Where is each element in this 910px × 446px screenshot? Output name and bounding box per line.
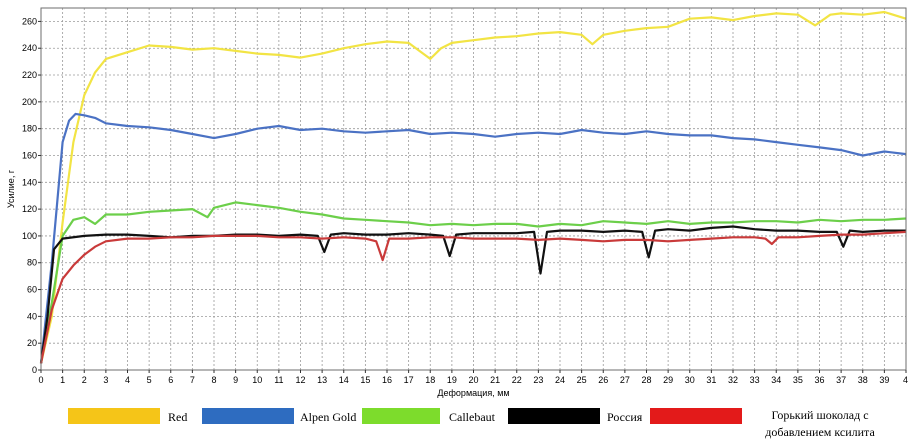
- x-tick-label: 12: [295, 375, 305, 385]
- x-tick-label: 13: [317, 375, 327, 385]
- y-tick-label: 200: [22, 97, 37, 107]
- series-line-red: [39, 10, 907, 364]
- y-tick-label: 180: [22, 124, 37, 134]
- x-tick-label: 26: [598, 375, 608, 385]
- x-tick-label: 3: [103, 375, 108, 385]
- legend-label-россия: Россия: [607, 410, 643, 424]
- x-tick-label: 8: [211, 375, 216, 385]
- x-axis-label: Деформация, мм: [437, 388, 509, 398]
- x-tick-label: 33: [750, 375, 760, 385]
- y-tick-label: 80: [27, 258, 37, 268]
- y-tick-label: 140: [22, 177, 37, 187]
- x-tick-label: 9: [233, 375, 238, 385]
- x-tick-label: 15: [360, 375, 370, 385]
- y-tick-label: 0: [32, 365, 37, 375]
- x-tick-label: 24: [555, 375, 565, 385]
- x-tick-label: 34: [771, 375, 781, 385]
- x-tick-label: 16: [382, 375, 392, 385]
- legend-label-red: Red: [168, 410, 187, 424]
- x-tick-label: 2: [82, 375, 87, 385]
- y-tick-label: 220: [22, 70, 37, 80]
- y-tick-label: 60: [27, 285, 37, 295]
- x-tick-label: 6: [168, 375, 173, 385]
- y-tick-label: 160: [22, 150, 37, 160]
- x-tick-label: 21: [490, 375, 500, 385]
- x-tick-label: 31: [706, 375, 716, 385]
- legend-swatch-red: [68, 408, 160, 424]
- x-tick-label: 11: [274, 375, 283, 385]
- series-line-горький-шоколад-с-добавлением-ксилита: [39, 230, 907, 364]
- x-tick-label: 29: [663, 375, 673, 385]
- legend-swatch-callebaut: [362, 408, 440, 424]
- x-tick-label: 36: [814, 375, 824, 385]
- x-tick-label: 5: [147, 375, 152, 385]
- x-tick-label: 32: [728, 375, 738, 385]
- y-tick-label: 260: [22, 16, 37, 26]
- x-tick-label: 14: [339, 375, 349, 385]
- x-tick-label: 27: [620, 375, 630, 385]
- x-tick-label: 4: [125, 375, 130, 385]
- y-tick-label: 240: [22, 43, 37, 53]
- y-axis-ticks: 0 20 40 60 80 100 120 140 160 180 200 220 240 260: [22, 16, 41, 375]
- x-tick-label: 25: [577, 375, 587, 385]
- x-tick-label: 20: [468, 375, 478, 385]
- y-tick-label: 100: [22, 231, 37, 241]
- series-line-россия: [39, 225, 906, 364]
- x-tick-label: 35: [793, 375, 803, 385]
- y-tick-label: 20: [27, 338, 37, 348]
- x-tick-label: 17: [404, 375, 414, 385]
- x-tick-label: 37: [836, 375, 846, 385]
- legend-swatch-россия: [508, 408, 600, 424]
- legend-swatch-alpen-gold: [202, 408, 294, 424]
- x-tick-label: 38: [858, 375, 868, 385]
- legend-swatch-горький-шоколад-с-добавлением-ксилита: [650, 408, 742, 424]
- legend-label-alpen-gold: Alpen Gold: [300, 410, 356, 424]
- x-tick-label: 19: [447, 375, 457, 385]
- grid: [41, 8, 907, 370]
- x-tick-label: 1: [60, 375, 65, 385]
- y-tick-label: 40: [27, 311, 37, 321]
- legend-label-горький-шоколад-с-добавлением-ксилита: Горький шоколад с: [771, 408, 868, 422]
- x-tick-label: 0: [38, 375, 43, 385]
- x-tick-label: 23: [533, 375, 543, 385]
- legend-label-callebaut: Callebaut: [449, 410, 496, 424]
- x-tick-label: 22: [512, 375, 522, 385]
- y-tick-label: 120: [22, 204, 37, 214]
- series-line-callebaut: [39, 201, 907, 364]
- y-axis-label: Усилие, г: [6, 169, 16, 208]
- x-axis-ticks: 0 1 2 3 4 5 6 7 8 9 10 11 12 13 14 15 16 17 18 19 20 21 22 23 24…: [38, 370, 908, 385]
- x-tick-label: 10: [252, 375, 262, 385]
- x-tick-label: 39: [879, 375, 889, 385]
- legend-label-горький-шоколад-с-добавлением-ксилита-line2: добавлением ксилита: [765, 425, 875, 439]
- series-lines: [39, 10, 907, 364]
- x-tick-label: 30: [685, 375, 695, 385]
- x-tick-label: 28: [641, 375, 651, 385]
- series-line-alpen-gold: [39, 112, 907, 364]
- x-tick-label: 4: [903, 375, 908, 385]
- x-tick-label: 7: [190, 375, 195, 385]
- legend: Red Alpen Gold Callebaut Россия Горький шоко…: [68, 408, 875, 439]
- x-tick-label: 18: [425, 375, 435, 385]
